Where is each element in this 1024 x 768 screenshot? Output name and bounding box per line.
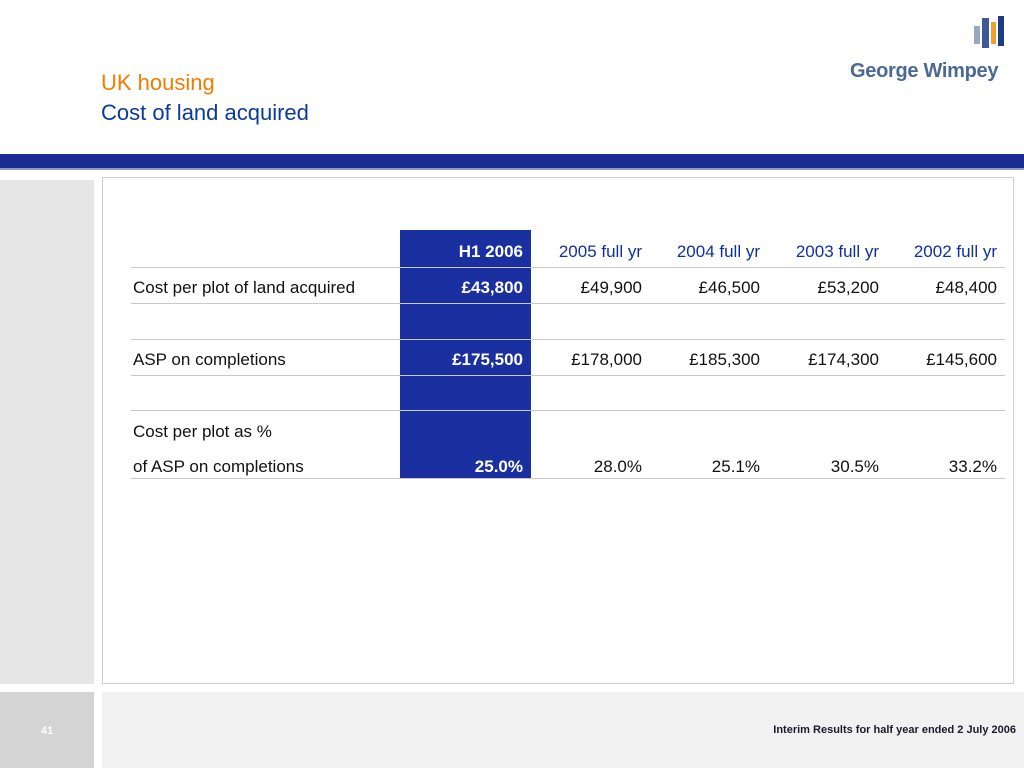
title-subject: Cost of land acquired (101, 100, 309, 125)
cell-h1-2006: 25.0% (474, 457, 523, 476)
highlight-column-h1-2006 (400, 230, 531, 478)
footer-page-box (0, 692, 94, 768)
slide-title: UK housing Cost of land acquired (101, 68, 309, 128)
logo-wordmark: George Wimpey (850, 60, 999, 82)
table-rule (131, 339, 1005, 340)
page-number: 41 (40, 725, 54, 737)
george-wimpey-logo: George Wimpey (848, 16, 1008, 82)
header-band-shadow (0, 168, 1024, 170)
cell-2003: 30.5% (830, 457, 879, 476)
table-rule (131, 303, 1005, 304)
column-header-2002: 2002 full yr (913, 242, 997, 261)
title-section: UK housing (101, 70, 215, 95)
column-header-2003: 2003 full yr (795, 242, 879, 261)
cell-h1-2006: £175,500 (452, 350, 523, 369)
logo-mark-icon (974, 16, 1004, 48)
header-band (0, 154, 1024, 168)
cell-2002: 33.2% (948, 457, 997, 476)
row-label-asp: ASP on completions (133, 350, 286, 369)
cell-2002: £48,400 (935, 278, 997, 297)
left-sidebar-panel (0, 180, 94, 684)
table-rule (131, 375, 1005, 376)
row-label-cost-pct-line1: Cost per plot as % (133, 422, 272, 441)
cell-2004: £185,300 (689, 350, 760, 369)
cell-2002: £145,600 (926, 350, 997, 369)
table-rule (131, 478, 1005, 479)
footer-caption: Interim Results for half year ended 2 Ju… (773, 724, 1016, 736)
row-label-cost-per-plot: Cost per plot of land acquired (133, 278, 356, 297)
table-rule (131, 410, 1005, 411)
cell-2004: £46,500 (698, 278, 760, 297)
row-label-cost-pct-line2: of ASP on completions (133, 457, 304, 476)
cell-2003: £174,300 (808, 350, 879, 369)
cell-2004: 25.1% (711, 457, 760, 476)
column-header-2005: 2005 full yr (558, 242, 642, 261)
cell-2005: 28.0% (593, 457, 642, 476)
column-header-2004: 2004 full yr (676, 242, 760, 261)
cell-h1-2006: £43,800 (461, 278, 523, 297)
cell-2005: £178,000 (571, 350, 642, 369)
cell-2005: £49,900 (580, 278, 642, 297)
content-panel (102, 177, 1014, 684)
cell-2003: £53,200 (817, 278, 879, 297)
table-rule (131, 267, 1005, 268)
footer-bar (102, 692, 1024, 768)
column-header-h1-2006: H1 2006 (458, 242, 523, 261)
